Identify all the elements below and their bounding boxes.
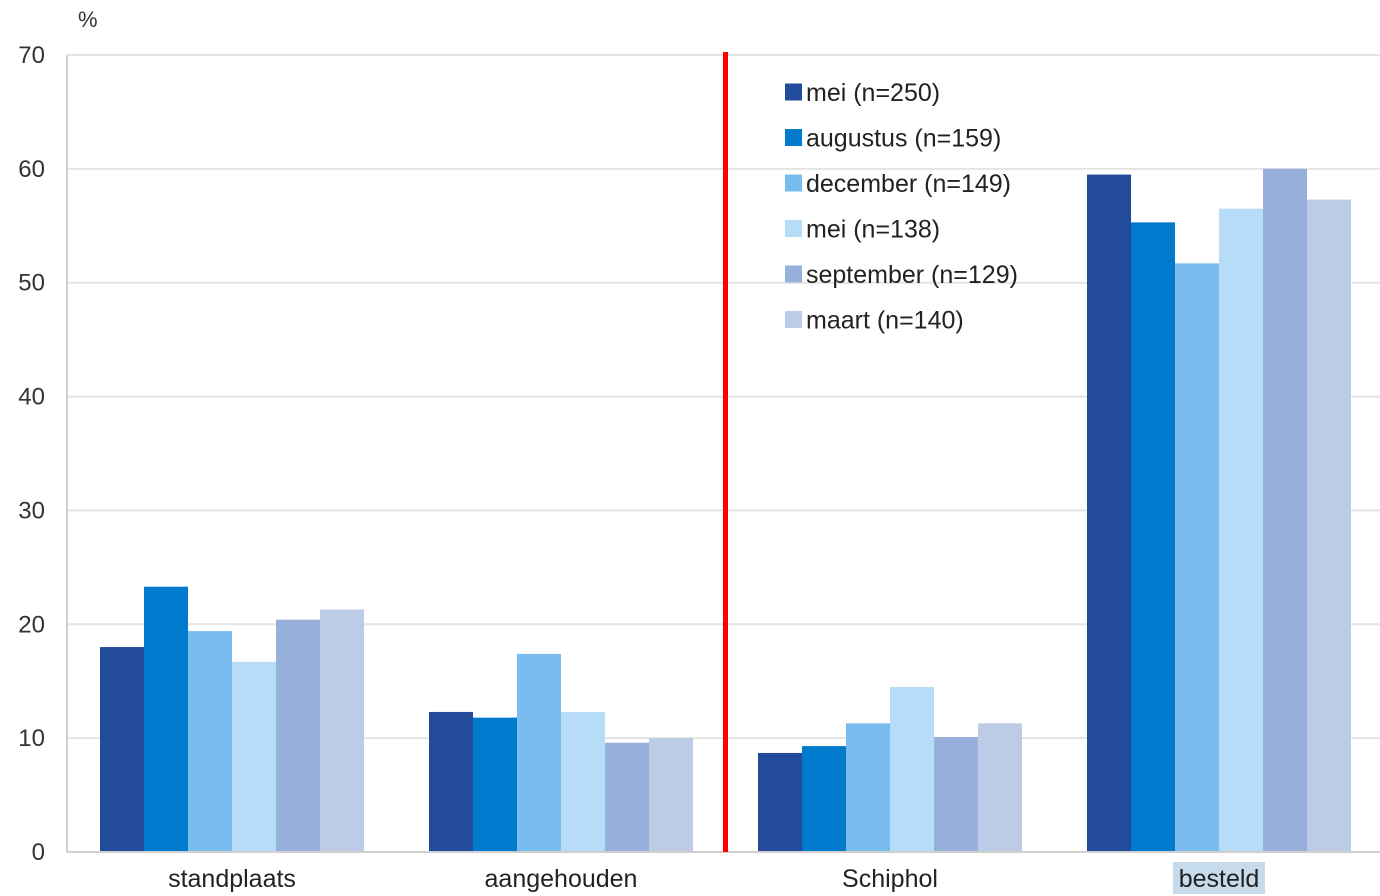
y-tick-label: 40 [18,384,45,411]
bar [1263,168,1307,852]
y-tick-label: 70 [18,42,45,69]
bar [605,742,649,852]
category-highlight [1173,862,1265,894]
y-tick-label: 10 [18,725,45,752]
y-tick-label: 30 [18,497,45,524]
bar [934,737,978,852]
y-tick-label: 50 [18,270,45,297]
bar [802,746,846,852]
y-tick-label: 0 [32,839,45,866]
legend-swatch [785,129,802,146]
legend: mei (n=250) augustus (n=159) december (n=1… [785,79,1018,335]
x-category-label: aangehouden [485,865,638,893]
legend-swatch [785,174,802,192]
legend-label: mei (n=138) [806,216,940,244]
bar [1087,174,1131,853]
bar [517,653,561,852]
bar [978,723,1022,852]
y-tick-label: 20 [18,611,45,638]
legend-swatch [785,220,802,237]
legend-swatch [785,265,802,283]
bar [232,661,276,852]
legend-swatch [785,83,802,101]
legend-label: december (n=149) [806,170,1011,198]
bar [473,717,517,852]
bar [561,711,605,852]
bar [320,609,364,852]
x-category-label: besteld [1179,865,1260,893]
legend-label: september (n=129) [806,261,1018,289]
legend-label: augustus (n=159) [806,125,1001,153]
bar [1219,208,1263,852]
bar [890,686,934,852]
legend-label: mei (n=250) [806,79,940,107]
bar [1131,222,1175,852]
bar [758,752,802,852]
y-tick-label: 60 [18,156,45,183]
bar [429,711,473,852]
bar [649,738,693,852]
bar [1307,199,1351,852]
axis-layer: 0 10 20 30 40 50 60 70 standplaats aangehouden Sch… [18,42,1380,894]
bar [1175,263,1219,852]
bar [100,647,144,852]
bar [144,586,188,852]
y-axis-unit-label: % [78,7,98,32]
bar [276,619,320,852]
legend-label: maart (n=140) [806,307,964,335]
bar [846,723,890,852]
bar [188,631,232,852]
x-category-label: Schiphol [842,865,938,893]
legend-swatch [785,311,802,328]
x-category-label: standplaats [168,865,296,893]
bars-layer [100,168,1351,853]
